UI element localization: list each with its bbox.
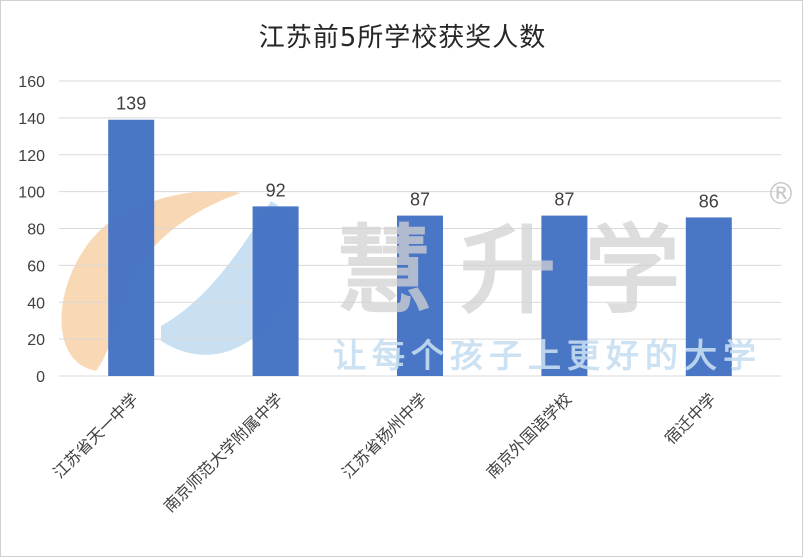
y-tick-label: 60 [27, 258, 45, 275]
y-tick-label: 80 [27, 222, 45, 239]
bar [397, 215, 443, 376]
data-label: 87 [410, 190, 430, 210]
y-tick-label: 20 [27, 332, 45, 349]
watermark-registered-mark: ® [766, 177, 796, 212]
x-tick-label: 南京师范大学附属中学 [160, 389, 287, 516]
y-tick-label: 40 [27, 295, 45, 312]
bar [541, 215, 588, 376]
bar [252, 206, 299, 376]
watermark-slogan: 让每个孩子上更好的大学 [333, 336, 762, 375]
y-tick-label: 160 [18, 74, 45, 91]
y-tick-label: 100 [18, 185, 45, 202]
y-tick-label: 0 [36, 369, 45, 386]
chart-title: 江苏前5所学校获奖人数 [258, 23, 547, 53]
data-label: 86 [699, 191, 719, 211]
bar [685, 217, 732, 376]
x-tick-label: 江苏省扬州中学 [338, 389, 431, 482]
bar [108, 119, 155, 376]
y-tick-label: 120 [18, 148, 45, 165]
x-tick-label: 江苏省天一中学 [49, 389, 142, 482]
x-tick-label: 南京外国语学校 [483, 389, 576, 482]
x-tick-label: 宿迁中学 [661, 389, 720, 448]
data-label: 87 [554, 190, 574, 210]
data-label: 92 [266, 180, 286, 200]
data-label: 139 [116, 94, 146, 114]
y-tick-label: 140 [18, 111, 45, 128]
watermark-brand: 慧升学 [336, 215, 708, 327]
